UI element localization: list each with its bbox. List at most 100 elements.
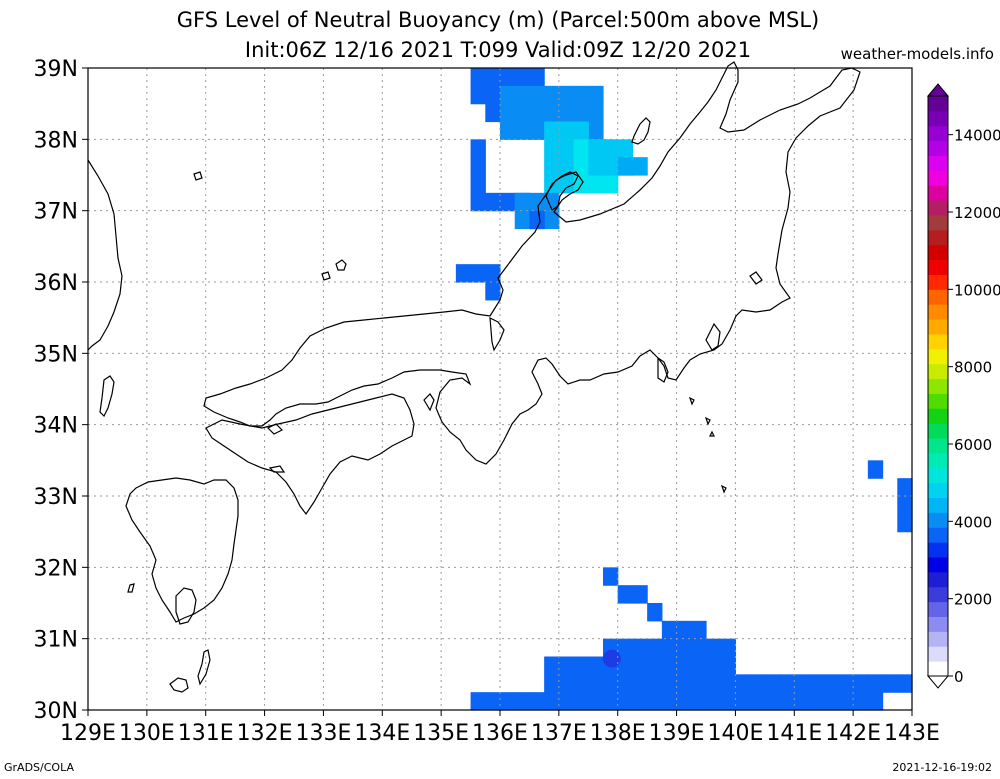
data-cell [647,674,663,693]
data-cell [720,638,737,658]
data-cell [573,656,589,675]
x-tick-label: 143E [884,721,940,746]
coastline-seto [266,423,286,473]
data-cell [544,157,560,176]
data-cell [838,674,854,693]
coastline-tsushima [99,375,115,418]
data-cell [529,85,545,105]
data-cell [485,68,501,87]
colorbar-segment [928,170,948,186]
data-cell [573,157,589,176]
colorbar-segment [928,438,948,454]
data-cell [632,638,648,658]
colorbar-segment [928,601,948,618]
x-tick-label: 130E [119,721,175,746]
data-cell [558,139,575,158]
colorbar-tick-label: 0 [954,668,964,686]
x-tick-label: 135E [413,721,469,746]
x-tick-label: 139E [649,721,705,746]
data-cell [485,103,501,123]
data-cell [529,103,545,123]
chart-title: GFS Level of Neutral Buoyancy (m) (Parce… [176,8,820,32]
colorbar-segment [928,661,948,677]
data-cell [603,674,619,693]
data-cell [470,192,486,212]
data-cell [588,85,604,105]
data-cell [617,157,634,176]
colorbar-segment [928,423,948,439]
data-cell [647,603,663,622]
data-cell [573,674,589,693]
data-cell [544,674,560,693]
data-cell [764,674,781,693]
data-cell [897,513,913,533]
colorbar-segment [928,185,948,201]
coastline-sado [631,117,651,145]
colorbar-segment [928,274,948,290]
colorbar-segment [928,259,948,275]
x-tick-label: 131E [178,721,234,746]
y-tick-label: 33N [34,485,78,510]
data-cell [485,692,501,711]
data-cell [470,175,486,194]
data-cell [691,692,707,711]
data-cell-peak [602,649,621,668]
colorbar-segment [928,125,948,142]
data-cell [529,68,545,87]
data-cell [897,496,913,515]
data-cell [529,692,545,711]
x-tick-label: 133E [295,721,351,746]
colorbar-segment [928,571,948,588]
data-cell [544,121,560,140]
data-cell [853,674,869,693]
data-cell [706,638,722,658]
data-cell [544,85,560,105]
data-cell [544,103,560,123]
footer-left: GrADS/COLA [4,761,74,774]
data-cell [838,692,854,711]
data-cell [529,121,545,140]
coastline-boso [705,322,721,351]
y-tick-label: 30N [34,699,78,724]
coastline-kagoshima [175,587,197,625]
data-cell [500,68,516,87]
colorbar-segment [928,393,948,409]
colorbar-segment [928,452,948,469]
colorbar-segment [928,631,948,647]
data-cell [676,620,692,640]
coastline-oki2 [321,271,331,281]
colorbar-segment [928,289,948,305]
data-cell [573,139,589,158]
data-cell [779,692,795,711]
coastline-oki [335,259,347,271]
colorbar-tick-label: 10000 [954,281,1000,299]
data-cell [514,192,531,212]
data-cell [588,674,604,693]
data-cell [882,674,898,693]
data-cell [573,121,589,140]
data-cell [573,692,589,711]
data-cell [750,692,766,711]
data-cell [558,121,575,140]
colorbar-segment [928,348,948,365]
data-cell [897,478,913,497]
data-cell [514,121,531,140]
colorbar-segment [928,378,948,394]
data-cell [867,460,884,479]
data-cell [529,210,545,230]
colorbar-segment [928,363,948,380]
colorbar-segment [928,542,948,558]
colorbar-segment [928,497,948,513]
data-cell [588,656,604,675]
data-cell [500,692,516,711]
y-tick-label: 38N [34,128,78,153]
data-cell [485,192,501,212]
colorbar-tick-label: 2000 [954,591,992,609]
data-cell [485,264,501,283]
colorbar-segment [928,96,948,112]
colorbar-segment [928,110,948,127]
coastline-izu [688,396,727,494]
data-cell [632,585,648,604]
data-cell [691,656,707,675]
data-cell [853,692,869,711]
